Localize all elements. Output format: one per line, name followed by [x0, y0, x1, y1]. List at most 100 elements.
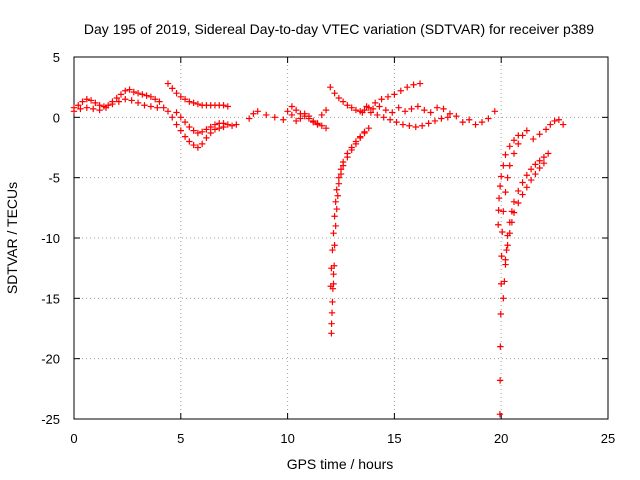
data-point: [288, 111, 296, 119]
data-point: [495, 221, 502, 228]
data-point: [329, 285, 337, 292]
data-point: [329, 246, 336, 254]
data-point: [141, 102, 148, 109]
data-point: [406, 122, 413, 129]
data-point: [559, 121, 567, 128]
data-point: [254, 108, 261, 115]
data-point: [357, 134, 364, 142]
y-tick-label: -25: [41, 412, 60, 427]
data-point: [502, 151, 509, 158]
data-point: [339, 98, 347, 105]
x-tick-label: 10: [280, 431, 294, 446]
data-point: [263, 111, 270, 119]
data-point: [160, 104, 167, 111]
data-point: [339, 162, 347, 169]
data-point: [414, 103, 422, 110]
data-point: [328, 330, 335, 337]
data-point: [510, 198, 518, 205]
x-tick-label: 20: [494, 431, 508, 446]
data-point: [433, 104, 441, 111]
chart-title: Day 195 of 2019, Sidereal Day-to-day VTE…: [84, 21, 594, 37]
x-tick-label: 0: [70, 431, 77, 446]
data-point: [389, 109, 396, 116]
data-point: [395, 104, 402, 111]
x-axis-ticks: 0 5 10 15 20 25: [70, 57, 615, 446]
data-point: [500, 295, 507, 302]
data-point: [173, 121, 180, 128]
data-point: [186, 98, 193, 105]
data-point: [485, 115, 492, 122]
data-point: [501, 278, 508, 285]
data-point: [177, 114, 184, 121]
data-point: [330, 271, 337, 278]
data-point: [412, 123, 419, 131]
data-point: [96, 106, 103, 114]
data-point: [495, 207, 502, 214]
data-point: [401, 108, 409, 115]
y-axis-label: SDTVAR / TECUs: [4, 182, 20, 294]
y-tick-label: 5: [53, 50, 60, 65]
data-point: [408, 105, 415, 113]
data-point: [115, 98, 123, 105]
data-point: [380, 114, 387, 121]
data-point: [79, 98, 86, 105]
data-point: [102, 104, 110, 111]
data-point: [374, 111, 381, 119]
y-tick-label: -5: [48, 171, 60, 186]
data-point: [431, 117, 439, 125]
data-point: [314, 120, 321, 127]
data-point: [190, 141, 197, 149]
data-point: [497, 310, 504, 318]
data-point: [500, 208, 507, 215]
data-point: [143, 92, 150, 99]
data-point: [156, 98, 163, 105]
data-point: [151, 96, 159, 103]
x-tick-label: 25: [601, 431, 615, 446]
series-arc-late-2: [359, 80, 424, 116]
data-point: [510, 209, 518, 216]
data-point: [198, 128, 206, 136]
data-point: [503, 246, 510, 254]
data-point: [333, 186, 340, 193]
series-arc-late-4: [363, 103, 498, 128]
data-point: [147, 103, 155, 110]
data-point: [337, 170, 345, 178]
data-point: [335, 174, 343, 181]
data-point: [496, 377, 504, 384]
data-point: [181, 118, 189, 126]
data-point: [427, 109, 434, 116]
data-point: [348, 104, 355, 111]
data-point: [327, 83, 334, 91]
data-point: [498, 280, 505, 288]
data-point: [384, 93, 392, 101]
data-point: [75, 102, 82, 109]
data-point: [540, 159, 548, 167]
data-point: [399, 121, 407, 128]
data-point: [540, 153, 548, 161]
data-point: [344, 102, 351, 109]
data-point: [310, 117, 317, 125]
data-point: [224, 103, 231, 110]
data-point: [177, 127, 184, 134]
data-point: [386, 116, 394, 123]
data-point: [332, 222, 339, 230]
data-point: [497, 343, 504, 350]
data-point: [83, 104, 91, 111]
data-point: [371, 99, 379, 107]
data-point: [173, 109, 180, 116]
series-arc-spike-1: [328, 271, 337, 337]
data-point: [365, 124, 372, 132]
data-point: [190, 99, 197, 107]
y-tick-label: -15: [41, 291, 60, 306]
data-point: [220, 102, 227, 109]
data-point: [510, 137, 518, 144]
data-point: [515, 140, 522, 148]
series-arc-early-1: [70, 86, 163, 111]
series-arc-mid-2: [288, 103, 330, 132]
data-point: [330, 262, 338, 269]
data-point: [498, 173, 505, 180]
data-point: [515, 199, 522, 207]
data-point: [502, 188, 509, 196]
data-point: [500, 162, 507, 169]
data-point: [211, 121, 219, 128]
